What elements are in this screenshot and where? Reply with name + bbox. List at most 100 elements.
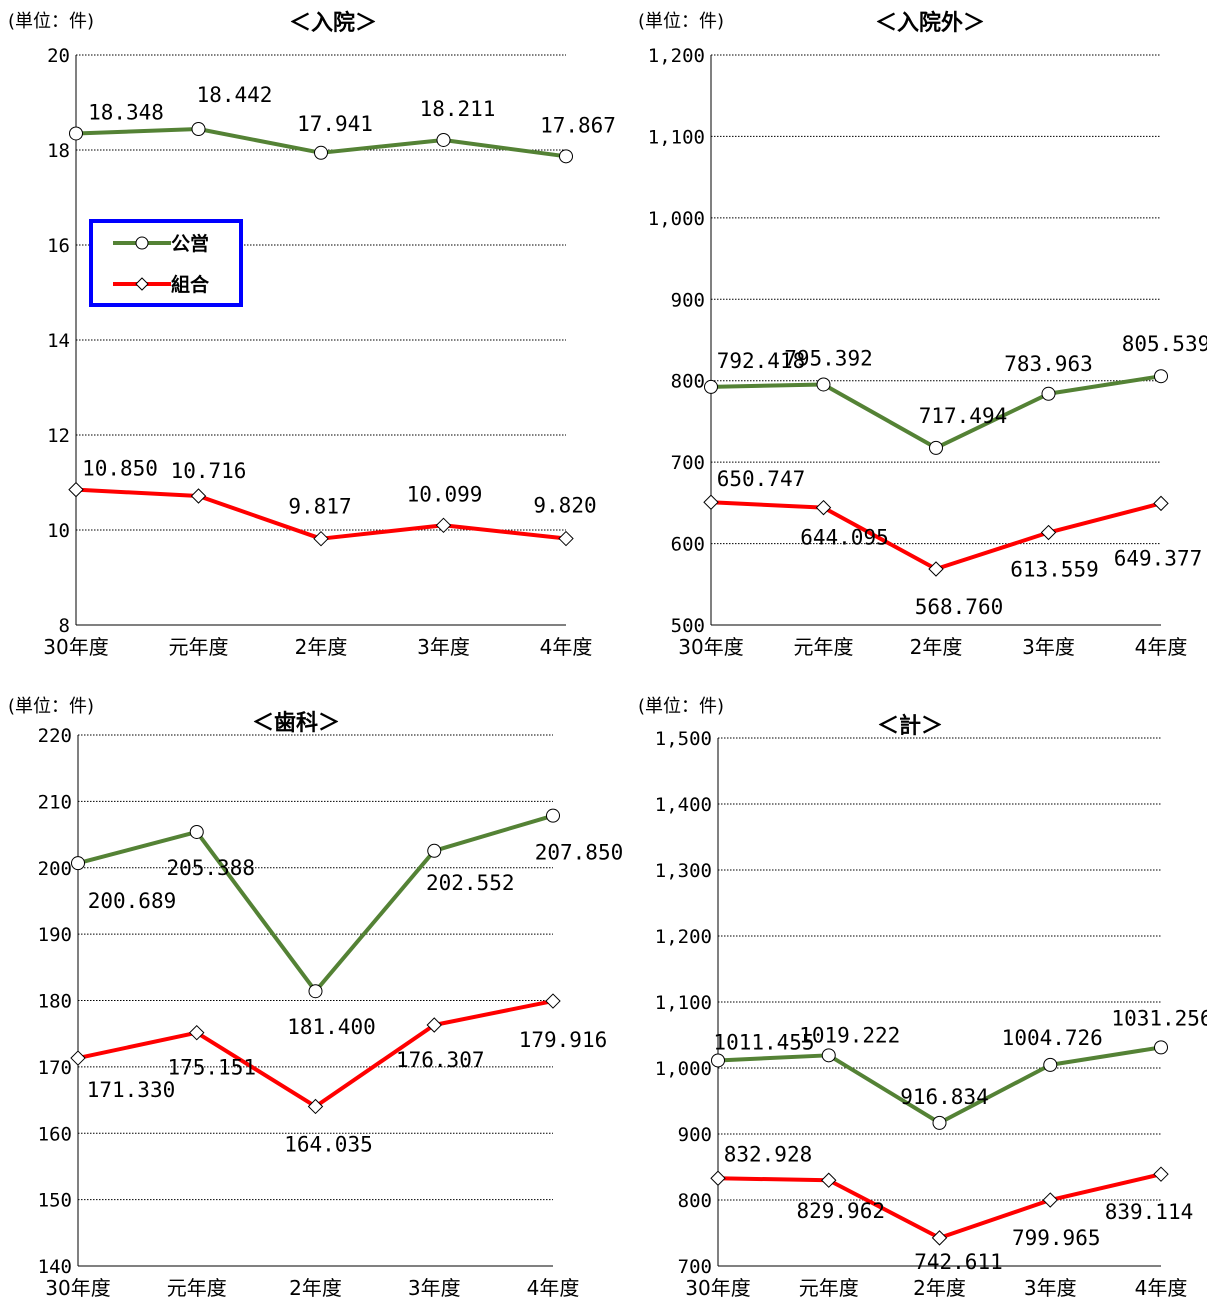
data-label-union: 613.559 — [1010, 558, 1099, 582]
data-point-union — [68, 481, 84, 498]
legend-marker-diamond — [135, 277, 149, 291]
chart-title: ＜入院＞ — [289, 10, 377, 36]
data-label-public: 916.834 — [900, 1085, 989, 1109]
y-tick-label: 1,100 — [655, 992, 712, 1014]
data-point-union — [70, 1050, 86, 1066]
unit-label: (単位：件) — [8, 11, 94, 32]
legend-label-0: 公営 — [171, 232, 209, 255]
data-label-public: 17.941 — [297, 112, 373, 136]
y-tick-label: 140 — [38, 1256, 72, 1278]
x-tick-label: 4年度 — [1135, 635, 1188, 659]
y-tick-label: 900 — [678, 1124, 712, 1146]
data-point-public — [69, 126, 83, 141]
data-point-public — [191, 122, 206, 137]
data-point-union — [931, 1230, 948, 1246]
data-point-union — [1040, 524, 1057, 541]
x-tick-label: 元年度 — [799, 1276, 859, 1300]
data-point-public — [932, 1115, 947, 1130]
y-tick-label: 180 — [38, 991, 72, 1013]
x-tick-label: 30年度 — [45, 1276, 110, 1300]
data-label-public: 805.539 — [1122, 332, 1207, 356]
data-point-union — [435, 517, 452, 534]
y-tick-label: 900 — [671, 289, 705, 311]
y-tick-label: 20 — [47, 45, 70, 67]
data-label-union: 10.099 — [407, 482, 483, 506]
data-label-union: 10.716 — [171, 459, 247, 483]
data-label-public: 1031.256 — [1111, 1006, 1207, 1030]
data-label-public: 205.388 — [166, 856, 255, 880]
data-label-public: 202.552 — [426, 871, 515, 895]
data-point-public — [314, 145, 328, 160]
x-tick-label: 30年度 — [43, 635, 108, 659]
data-label-union: 644.095 — [800, 526, 889, 550]
x-tick-label: 4年度 — [540, 635, 593, 659]
data-label-union: 179.916 — [519, 1028, 608, 1052]
y-tick-label: 1,400 — [655, 794, 712, 816]
data-point-public — [308, 984, 323, 999]
data-label-union: 164.035 — [284, 1132, 373, 1156]
y-tick-label: 200 — [38, 858, 72, 880]
chart-panel-2: 140 150 160 170 180 190 200 210 220 30年度 元年度 2年度 3年度… — [8, 696, 623, 1300]
data-point-public — [704, 379, 718, 394]
x-tick-label: 3年度 — [1022, 635, 1075, 659]
x-tick-label: 30年度 — [678, 635, 743, 659]
x-tick-label: 4年度 — [1135, 1276, 1188, 1300]
data-point-union — [426, 1017, 442, 1033]
data-label-union: 742.611 — [914, 1250, 1003, 1274]
data-label-public: 207.850 — [535, 841, 624, 865]
data-label-public: 17.867 — [540, 113, 616, 137]
y-tick-label: 14 — [47, 330, 70, 352]
data-label-public: 181.400 — [287, 1015, 376, 1039]
y-tick-label: 800 — [678, 1190, 712, 1212]
data-label-union: 176.307 — [396, 1048, 485, 1072]
unit-label: (単位：件) — [638, 11, 724, 32]
data-point-union — [558, 530, 574, 547]
y-tick-label: 1,000 — [648, 208, 705, 230]
y-tick-label: 1,300 — [655, 860, 712, 882]
data-label-union: 568.760 — [915, 595, 1004, 619]
chart-title: ＜歯科＞ — [252, 710, 340, 736]
data-label-union: 799.965 — [1012, 1226, 1101, 1250]
data-point-union — [703, 494, 719, 510]
data-point-public — [816, 377, 831, 392]
y-tick-label: 700 — [678, 1256, 712, 1278]
data-label-public: 795.392 — [784, 346, 873, 370]
x-tick-label: 2年度 — [910, 635, 963, 659]
y-tick-label: 16 — [47, 235, 70, 257]
data-point-public — [1154, 1040, 1168, 1055]
y-tick-label: 12 — [47, 425, 70, 447]
y-tick-label: 210 — [38, 791, 72, 813]
x-tick-label: 4年度 — [527, 1276, 580, 1300]
data-point-public — [436, 132, 451, 147]
data-label-union: 839.114 — [1105, 1200, 1194, 1224]
x-tick-label: 3年度 — [1024, 1276, 1077, 1300]
data-point-union — [815, 499, 832, 516]
data-point-union — [1153, 1166, 1169, 1182]
data-label-public: 717.494 — [919, 404, 1008, 428]
data-point-union — [928, 561, 944, 577]
x-tick-label: 3年度 — [417, 635, 470, 659]
chart-panel-1: 500 600 700 800 900 1,000 1,100 1,200 30年度 元年度 2年度… — [638, 10, 1207, 659]
x-tick-label: 2年度 — [295, 635, 348, 659]
x-tick-label: 元年度 — [169, 635, 229, 659]
data-label-union: 829.962 — [796, 1199, 885, 1223]
y-tick-label: 190 — [38, 924, 72, 946]
data-point-public — [1041, 386, 1056, 401]
data-label-union: 650.747 — [717, 467, 806, 491]
chart-title: ＜入院外＞ — [875, 10, 985, 36]
data-label-union: 10.850 — [82, 457, 158, 481]
data-point-public — [1043, 1057, 1058, 1072]
data-point-union — [545, 993, 561, 1009]
x-tick-label: 元年度 — [167, 1276, 227, 1300]
data-point-union — [313, 530, 329, 547]
data-point-public — [189, 824, 204, 839]
x-tick-label: 3年度 — [408, 1276, 461, 1300]
y-tick-label: 700 — [671, 452, 705, 474]
y-tick-label: 500 — [671, 615, 705, 637]
data-point-union — [190, 488, 207, 504]
data-label-public: 783.963 — [1004, 352, 1093, 376]
x-tick-label: 30年度 — [685, 1276, 750, 1300]
data-point-union — [1153, 495, 1169, 512]
data-label-public: 1011.455 — [713, 1030, 814, 1054]
